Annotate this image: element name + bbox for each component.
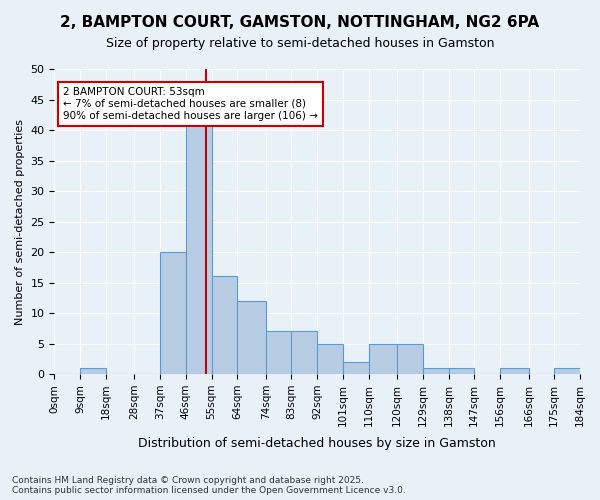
Bar	[80, 368, 106, 374]
Bar	[186, 118, 212, 374]
Text: 2 BAMPTON COURT: 53sqm
← 7% of semi-detached houses are smaller (8)
90% of semi-: 2 BAMPTON COURT: 53sqm ← 7% of semi-deta…	[63, 88, 318, 120]
Bar	[266, 332, 292, 374]
Bar	[160, 252, 186, 374]
Bar	[317, 344, 343, 374]
X-axis label: Distribution of semi-detached houses by size in Gamston: Distribution of semi-detached houses by …	[139, 437, 496, 450]
Bar	[212, 276, 237, 374]
Bar	[449, 368, 475, 374]
Text: 2, BAMPTON COURT, GAMSTON, NOTTINGHAM, NG2 6PA: 2, BAMPTON COURT, GAMSTON, NOTTINGHAM, N…	[61, 15, 539, 30]
Bar	[423, 368, 449, 374]
Text: Size of property relative to semi-detached houses in Gamston: Size of property relative to semi-detach…	[106, 38, 494, 51]
Text: Contains HM Land Registry data © Crown copyright and database right 2025.
Contai: Contains HM Land Registry data © Crown c…	[12, 476, 406, 495]
Bar	[343, 362, 368, 374]
Bar	[554, 368, 580, 374]
Bar	[500, 368, 529, 374]
Bar	[292, 332, 317, 374]
Bar	[237, 301, 266, 374]
Bar	[397, 344, 423, 374]
Bar	[368, 344, 397, 374]
Y-axis label: Number of semi-detached properties: Number of semi-detached properties	[15, 118, 25, 324]
